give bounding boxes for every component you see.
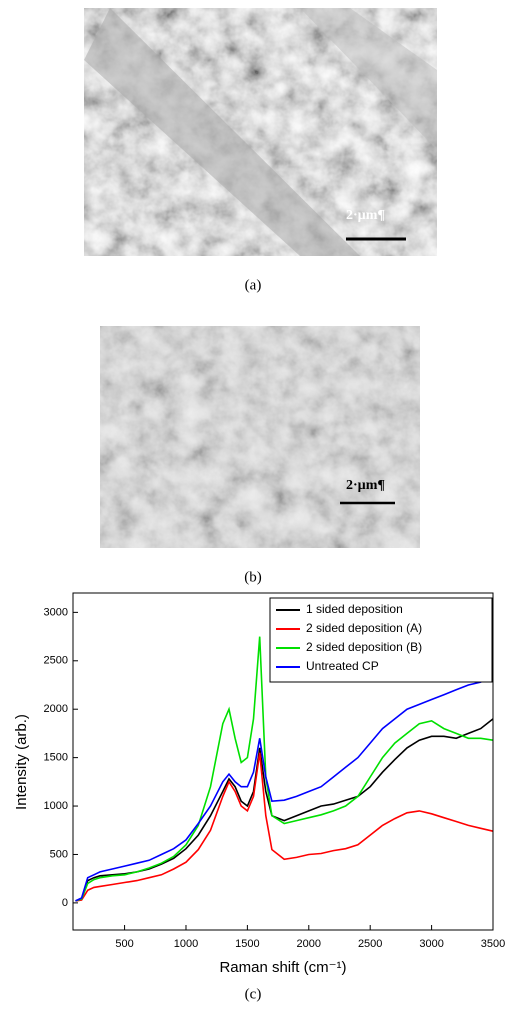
y-tick-label: 2500 [44,655,68,667]
legend-label: 2 sided deposition (A) [306,621,422,635]
y-tick-label: 0 [62,897,68,909]
y-tick-label: 1000 [44,800,68,812]
series-line [76,675,494,901]
sem-image-b: 2·µm¶ [100,326,420,548]
x-axis-title: Raman shift (cm⁻¹) [219,959,346,976]
y-tick-label: 2000 [44,703,68,715]
caption: (b) [244,569,262,585]
y-tick-label: 500 [50,848,68,860]
y-tick-label: 1500 [44,752,68,764]
x-tick-label: 1000 [174,938,198,950]
series-line [76,719,494,901]
x-tick-label: 1500 [235,938,259,950]
legend-label: 2 sided deposition (B) [306,640,422,654]
x-tick-label: 2000 [297,938,321,950]
y-axis-title: Intensity (arb.) [13,714,30,810]
x-tick-label: 3000 [419,938,443,950]
sem-image-a: 2·µm¶ [84,8,437,256]
caption: (a) [245,277,262,293]
scale-bar-label: 2·µm¶ [346,478,385,493]
legend-label: Untreated CP [306,659,379,673]
y-tick-label: 3000 [44,606,68,618]
legend-label: 1 sided deposition [306,602,403,616]
x-tick-label: 2500 [358,938,382,950]
page: 2·µm¶ (a) 2·µm¶ (b) (c) Raman shift (cm⁻… [0,0,506,1018]
scale-bar-label: 2·µm¶ [346,208,385,223]
x-tick-label: 500 [115,938,133,950]
series-line [76,753,494,901]
caption: (c) [245,986,262,1002]
x-tick-label: 3500 [481,938,505,950]
